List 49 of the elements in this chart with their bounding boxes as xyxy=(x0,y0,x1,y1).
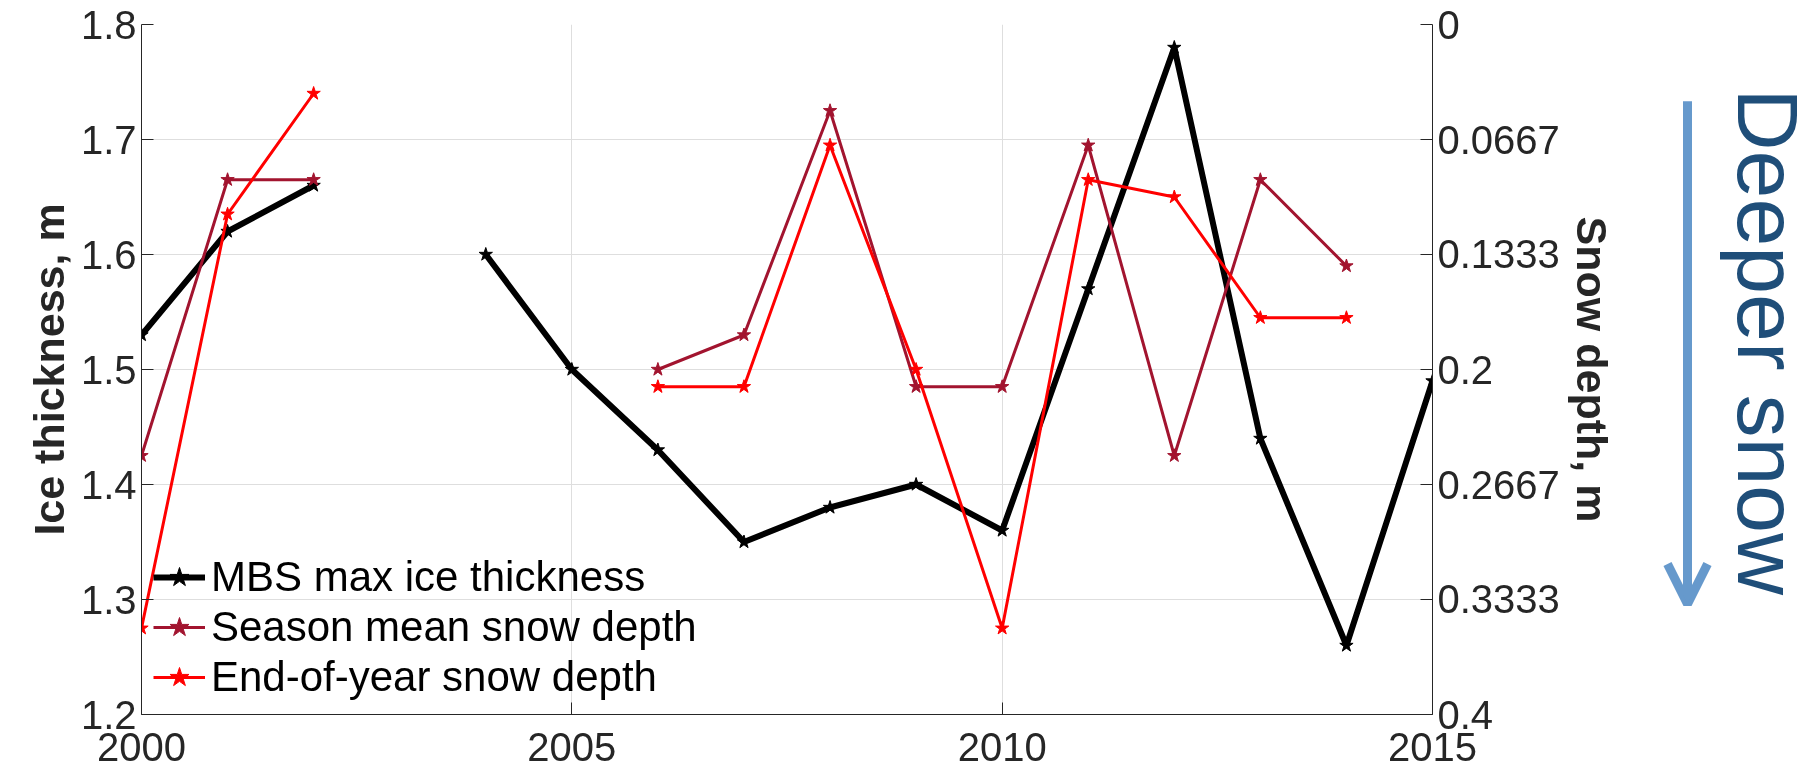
point xyxy=(1167,40,1182,54)
x-tick-label: 2005 xyxy=(527,724,617,769)
y-tick-label: 1.5 xyxy=(80,347,137,392)
point xyxy=(1167,189,1182,204)
point xyxy=(220,206,235,221)
point xyxy=(1167,448,1182,462)
y2-tick-label: 0 xyxy=(1437,2,1460,47)
point xyxy=(564,362,579,376)
point xyxy=(306,172,321,186)
point xyxy=(1081,281,1096,296)
point xyxy=(995,620,1010,635)
point xyxy=(1253,310,1268,324)
point xyxy=(220,172,235,186)
x-tick-label: 2010 xyxy=(957,724,1047,769)
y2-tick-label: 0.0667 xyxy=(1437,117,1560,162)
point xyxy=(908,477,924,491)
point xyxy=(1253,172,1268,186)
point xyxy=(306,86,321,100)
y-tick-label: 1.6 xyxy=(80,232,137,277)
point xyxy=(650,362,666,376)
legend-label: End-of-year snow depth xyxy=(211,652,657,702)
point xyxy=(1081,137,1096,152)
point xyxy=(650,442,666,457)
y2-tick-label: 0.2 xyxy=(1437,347,1494,392)
legend-label: Season mean snow depth xyxy=(211,602,697,652)
text: Deeper snow xyxy=(1719,88,1808,597)
y-tick-label: 1.7 xyxy=(80,117,137,162)
point xyxy=(736,327,752,342)
point xyxy=(650,379,666,393)
y2-axis-title: Snow depth, m xyxy=(1567,216,1616,523)
point xyxy=(908,362,924,376)
point xyxy=(1339,258,1354,273)
legend-label: MBS max ice thickness xyxy=(211,552,646,602)
y-axis-title: Ice thickness, m xyxy=(24,203,73,536)
y-tick-label: 1.3 xyxy=(80,577,137,622)
point xyxy=(822,103,838,117)
y2-tick-label: 0.3333 xyxy=(1437,577,1560,622)
point xyxy=(1081,172,1096,186)
point xyxy=(908,379,924,393)
y2-tick-label: 0.1333 xyxy=(1437,232,1560,277)
point xyxy=(736,379,752,393)
point xyxy=(995,379,1010,393)
y2-tick-label: 0.2667 xyxy=(1437,462,1560,507)
point xyxy=(995,523,1010,537)
point xyxy=(822,137,838,152)
point xyxy=(1339,310,1354,324)
point xyxy=(478,247,493,261)
y-tick-label: 1.4 xyxy=(80,462,137,507)
y-tick-label: 1.8 xyxy=(80,2,137,47)
